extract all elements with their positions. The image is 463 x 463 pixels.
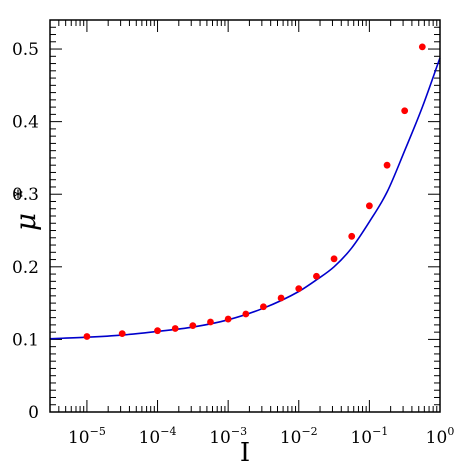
data-point	[418, 43, 426, 51]
x-tick-label: 10−1	[350, 425, 388, 448]
data-point	[83, 333, 91, 340]
data-point	[383, 161, 391, 169]
data-point	[118, 330, 126, 337]
data-point	[224, 315, 232, 323]
data-point	[207, 318, 214, 326]
plot-frame	[49, 19, 441, 413]
data-point	[260, 303, 267, 311]
y-tick-label: 0	[28, 403, 39, 423]
data-point	[154, 327, 161, 335]
data-point	[401, 107, 409, 115]
y-axis-label-superscript: *	[13, 185, 23, 209]
x-axis-label: I	[240, 438, 250, 463]
y-tick-label: 0.5	[12, 40, 39, 60]
x-tick-label: 10−4	[139, 425, 177, 448]
data-point	[348, 232, 356, 240]
y-tick-label: 0.2	[12, 258, 39, 278]
x-tick-label: 10−2	[280, 425, 318, 448]
y-axis-label: μ	[9, 213, 42, 231]
x-tick-label: 10−5	[68, 425, 106, 448]
y-tick-label: 0.3	[12, 185, 39, 205]
data-point	[242, 310, 250, 318]
data-point	[189, 322, 197, 330]
fit-curve	[49, 57, 441, 340]
data-points	[83, 43, 426, 340]
y-tick-labels: 0 0.1 0.2 0.3 0.4 0.5	[12, 40, 39, 423]
y-tick-label: 0.1	[12, 330, 39, 350]
data-point	[365, 202, 373, 210]
y-tick-label: 0.4	[12, 113, 39, 133]
data-point	[313, 272, 320, 280]
data-point	[171, 325, 179, 332]
x-tick-labels: 10−5 10−4 10−3 10−2 10−1 100	[68, 425, 454, 448]
x-tick-label: 100	[426, 425, 455, 448]
axis-ticks	[49, 19, 441, 413]
x-tick-label: 10−3	[209, 425, 247, 448]
data-point	[277, 294, 285, 302]
y-axis-label-group: μ *	[9, 185, 42, 231]
data-point	[330, 255, 338, 263]
data-point	[295, 285, 303, 292]
